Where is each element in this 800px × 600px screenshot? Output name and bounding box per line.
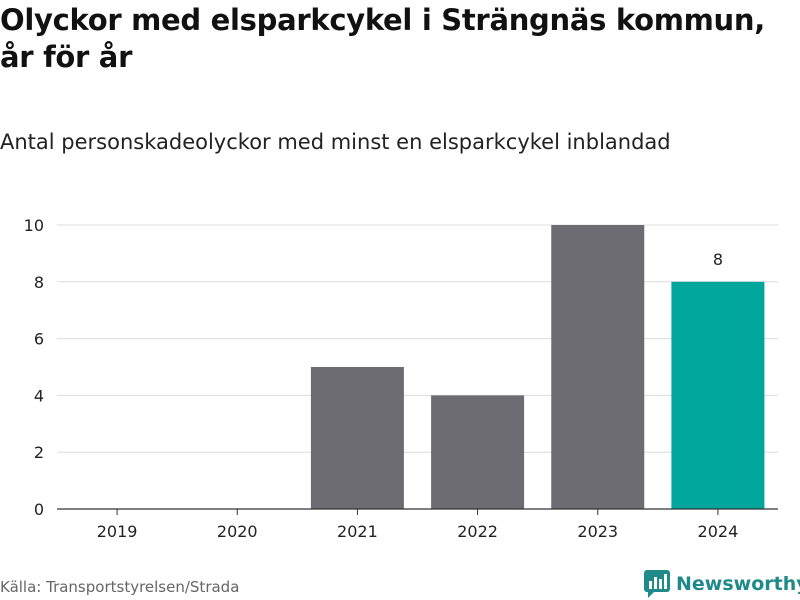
newsworthy-logo-icon <box>644 570 670 598</box>
bar-2023 <box>551 225 645 509</box>
x-tick-label: 2019 <box>97 522 138 541</box>
newsworthy-logo-text: Newsworthy <box>676 573 800 595</box>
chart-subtitle: Antal personskadeolyckor med minst en el… <box>0 130 671 154</box>
x-tick-label: 2020 <box>217 522 258 541</box>
y-tick-label: 8 <box>34 273 44 292</box>
y-tick-label: 4 <box>34 386 44 405</box>
bar-chart: 0 2 4 6 8 10 2019 2020 2021 2022 2023 8 2024 <box>24 216 778 541</box>
bar-2022 <box>431 395 525 509</box>
x-tick-label: 2023 <box>577 522 618 541</box>
bar-2021 <box>310 367 404 509</box>
y-tick-label: 6 <box>34 330 44 349</box>
data-label-2024: 8 <box>713 250 723 269</box>
x-tick-label: 2022 <box>457 522 498 541</box>
bar-2024 <box>671 281 765 509</box>
newsworthy-logo: Newsworthy <box>644 570 800 598</box>
x-tick-label: 2024 <box>698 522 739 541</box>
source-note: Källa: Transportstyrelsen/Strada <box>0 578 240 596</box>
y-tick-label: 2 <box>34 443 44 462</box>
y-tick-label: 10 <box>24 216 44 235</box>
chart-title: Olyckor med elsparkcykel i Strängnäs kom… <box>0 3 765 74</box>
y-tick-label: 0 <box>34 500 44 519</box>
x-tick-label: 2021 <box>337 522 378 541</box>
